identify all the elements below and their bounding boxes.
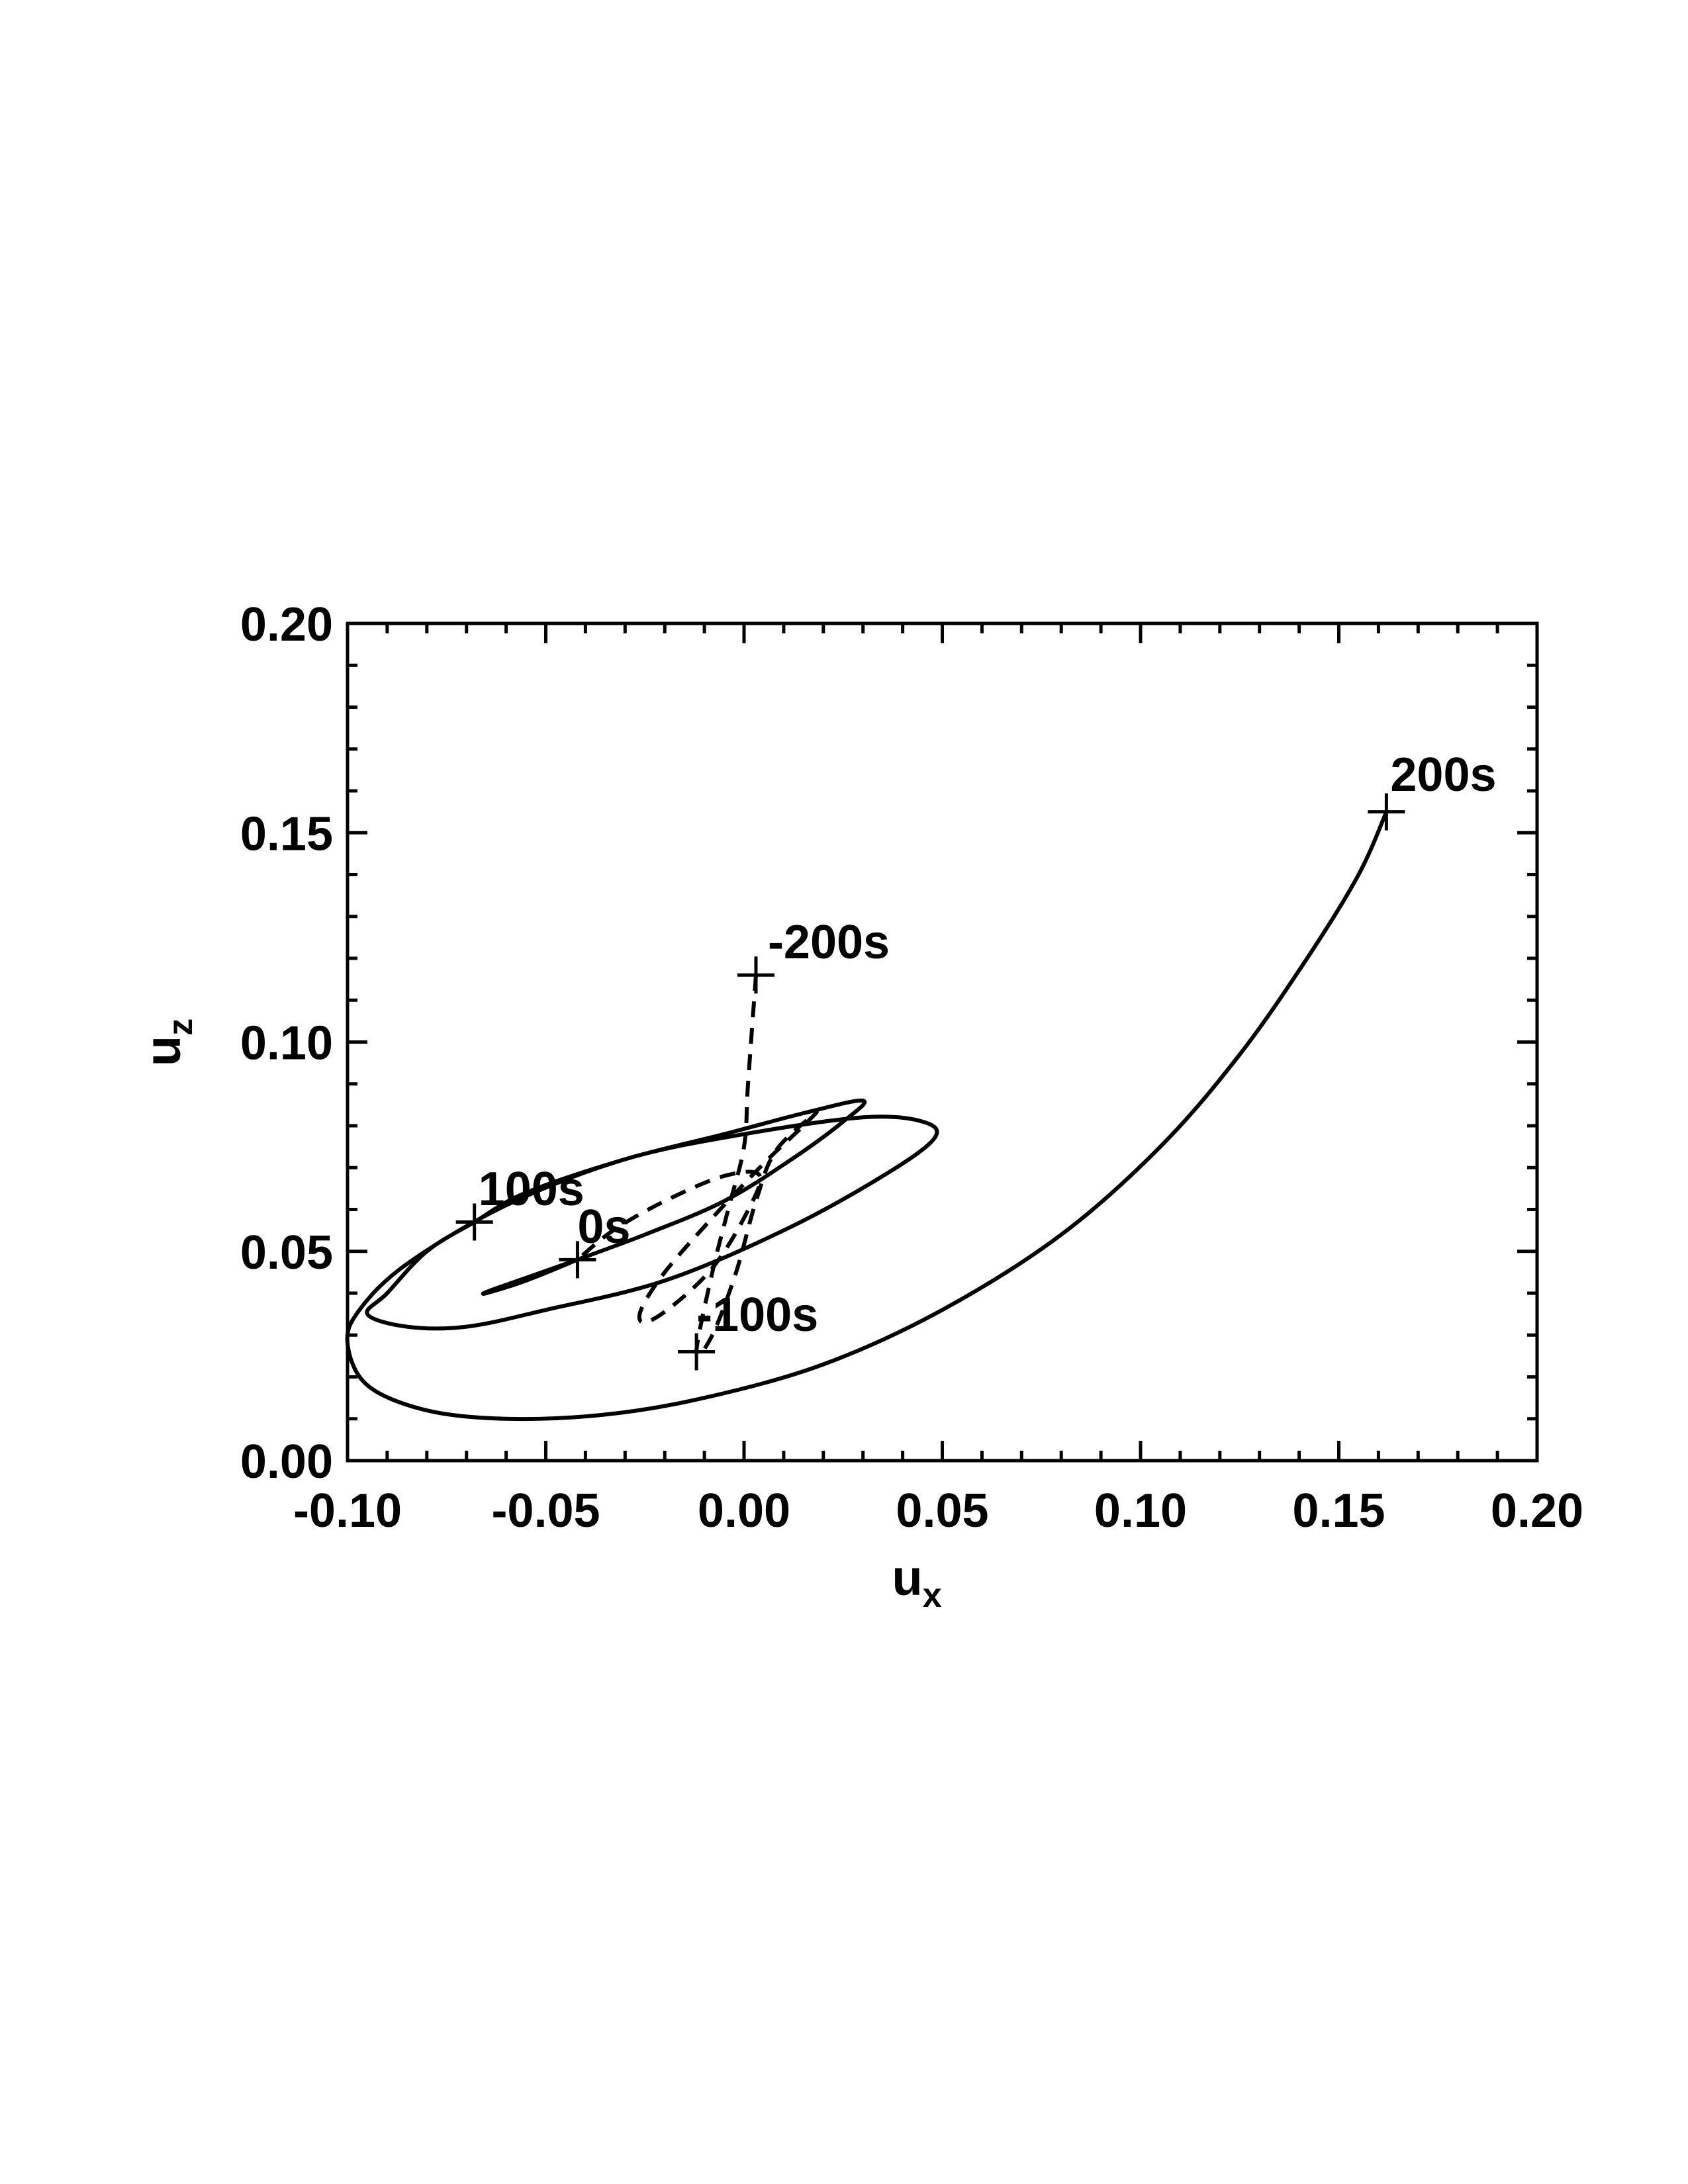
y-tick-label: 0.05 [240,1226,333,1279]
x-tick-label: 0.20 [1491,1484,1583,1537]
x-tick-label: 0.15 [1292,1484,1385,1537]
y-axis-label-group: uz [135,1019,200,1066]
time-label: 100s [479,1163,585,1216]
x-axis-label: ux [892,1550,941,1615]
time-marker: -100s [678,1289,818,1371]
series-layer [345,811,1389,1422]
plot-frame [346,621,1539,1463]
time-marker: -200s [737,916,890,994]
y-tick-label: 0.10 [240,1017,333,1070]
axis-ticks [346,621,1539,1463]
x-tick-label: 0.10 [1094,1484,1187,1537]
y-tick-label: 0.15 [240,807,333,860]
x-tick-label: -0.05 [491,1484,600,1537]
series-line-dashed [576,975,819,1358]
y-tick-label: 0.00 [240,1435,333,1488]
time-marker: 200s [1368,749,1497,831]
time-label: 200s [1390,749,1496,801]
tick-labels: -0.10 -0.05 0.00 0.05 0.10 0.15 0.20 0.00 0.05 0.… [240,598,1583,1537]
series-line-solid [345,811,1389,1422]
time-label: -100s [696,1289,818,1342]
x-tick-label: -0.10 [293,1484,402,1537]
time-label: 0s [577,1201,630,1253]
x-tick-label: 0.05 [896,1484,988,1537]
x-tick-label: 0.00 [698,1484,790,1537]
time-marker: 0s [559,1201,631,1279]
y-axis-label: uz [135,1019,200,1066]
time-marker: 100s [455,1163,585,1241]
time-label: -200s [768,916,890,969]
y-tick-label: 0.20 [240,598,333,651]
